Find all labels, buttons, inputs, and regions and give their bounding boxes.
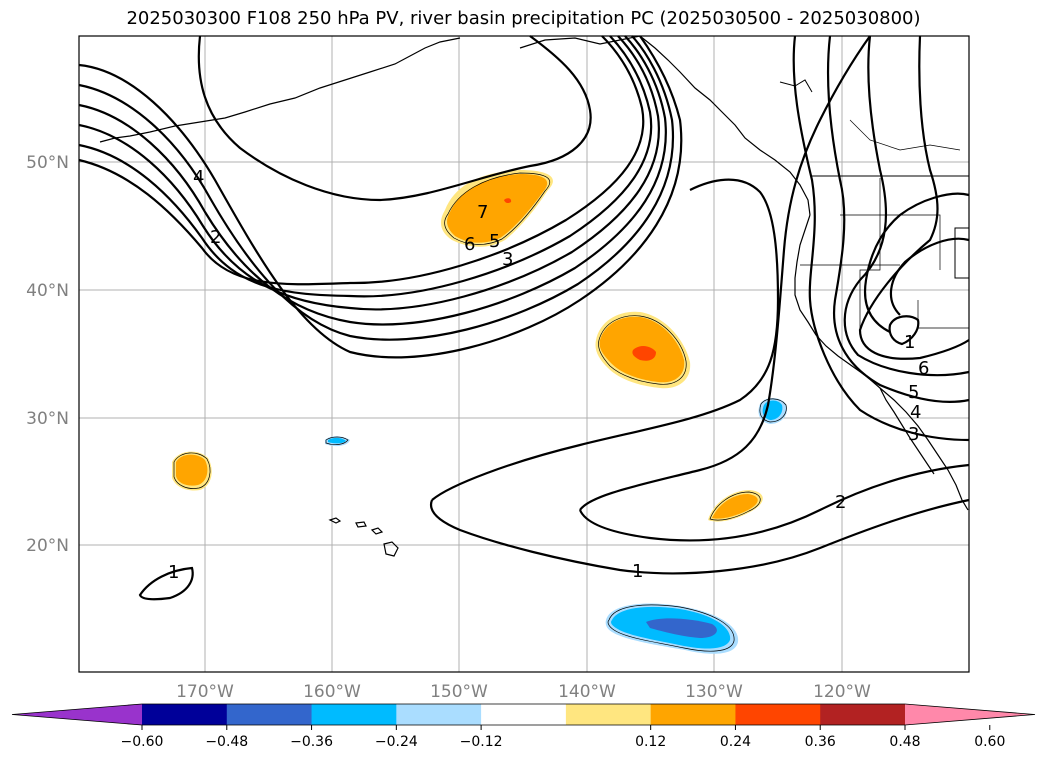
lat-label: 40°N <box>26 281 69 301</box>
pv-label: 5 <box>908 382 919 403</box>
colorbar-swatch <box>396 704 482 725</box>
coastlines <box>99 35 970 557</box>
lon-label: 170°W <box>176 682 234 702</box>
precip-shading <box>172 170 788 654</box>
pv-label: 7 <box>477 202 488 223</box>
map-border <box>78 35 970 673</box>
lon-label: 150°W <box>430 682 488 702</box>
pv-contour-1 <box>78 35 683 359</box>
pv-label: 1 <box>168 562 179 583</box>
pv-label: 2 <box>835 492 846 513</box>
colorbar-swatch <box>311 704 397 725</box>
pv-label: 5 <box>489 231 500 252</box>
colorbar-tick-label: 0.60 <box>974 734 1005 750</box>
colorbar-swatch <box>226 704 313 725</box>
pv-label: 4 <box>910 402 921 423</box>
colorbar-tick-label: −0.12 <box>460 734 503 750</box>
pv-label: 6 <box>464 234 475 255</box>
lat-labels: 50°N 40°N 30°N 20°N <box>26 153 69 556</box>
lon-label: 160°W <box>303 682 361 702</box>
colorbar-tick-label: 0.48 <box>889 734 920 750</box>
lat-label: 50°N <box>26 153 69 173</box>
lat-label: 30°N <box>26 409 69 429</box>
colorbar <box>11 703 1036 726</box>
colorbar-tick-label: −0.24 <box>375 734 418 750</box>
lon-label: 140°W <box>558 682 616 702</box>
colorbar-swatch <box>565 704 652 725</box>
pv-label: 3 <box>908 424 919 445</box>
lon-label: 120°W <box>813 682 871 702</box>
colorbar-swatch <box>820 704 906 725</box>
colorbar-ticks: −0.60 −0.48 −0.36 −0.24 −0.12 0.12 0.24 0.36 0.4… <box>121 725 1005 750</box>
lat-label: 20°N <box>26 536 69 556</box>
colorbar-extend-min <box>12 704 142 725</box>
colorbar-extend-max <box>905 704 1035 725</box>
colorbar-tick-label: 0.12 <box>635 734 666 750</box>
colorbar-swatch <box>481 704 567 725</box>
gridlines <box>79 36 969 672</box>
pv-contours <box>78 35 970 601</box>
map-title: 2025030300 F108 250 hPa PV, river basin … <box>126 8 921 29</box>
pv-label: 6 <box>918 358 929 379</box>
pv-label: 1 <box>632 561 643 582</box>
colorbar-tick-label: −0.36 <box>290 734 333 750</box>
colorbar-swatch <box>735 704 821 725</box>
map-area <box>79 36 969 672</box>
colorbar-tick-label: 0.36 <box>805 734 836 750</box>
lon-label: 130°W <box>685 682 743 702</box>
pv-label: 3 <box>502 249 513 270</box>
pv-label: 4 <box>193 167 204 188</box>
colorbar-swatch <box>650 704 736 725</box>
colorbar-swatch <box>142 704 228 725</box>
colorbar-tick-label: 0.24 <box>720 734 751 750</box>
colorbar-tick-label: −0.48 <box>205 734 248 750</box>
pv-labels: 4 2 7 6 5 3 1 1 2 6 5 4 3 1 <box>168 167 929 583</box>
colorbar-tick-label: −0.60 <box>121 734 164 750</box>
lon-labels: 170°W 160°W 150°W 140°W 130°W 120°W <box>176 682 871 702</box>
pv-label: 2 <box>210 227 221 248</box>
pv-label: 1 <box>904 332 915 353</box>
